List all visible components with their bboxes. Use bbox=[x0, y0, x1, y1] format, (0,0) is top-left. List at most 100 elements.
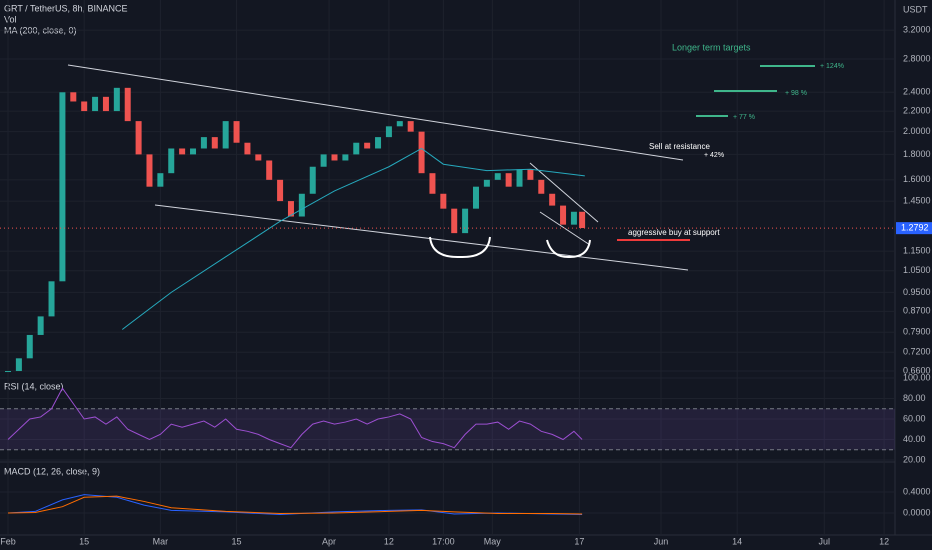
annotation: aggressive buy at support bbox=[628, 228, 720, 237]
x-tick-label: 15 bbox=[232, 536, 242, 546]
y-tick-label: 0.0000 bbox=[903, 507, 931, 517]
candle bbox=[190, 148, 197, 155]
annotation: + 124% bbox=[820, 63, 844, 70]
x-tick-label: 12 bbox=[384, 536, 394, 546]
candle bbox=[579, 211, 586, 229]
resistance-line bbox=[67, 64, 684, 161]
x-tick-label: Mar bbox=[153, 536, 169, 546]
annotation: + 98 % bbox=[785, 90, 807, 97]
candle bbox=[472, 186, 479, 209]
candle bbox=[570, 211, 577, 225]
annotation: + 42% bbox=[704, 152, 724, 159]
candle bbox=[407, 121, 414, 132]
currency: USDT bbox=[903, 4, 928, 14]
candle bbox=[92, 96, 99, 112]
support-line bbox=[154, 204, 689, 271]
candle bbox=[244, 142, 251, 155]
price-scale bbox=[895, 0, 932, 550]
candle bbox=[560, 205, 567, 225]
candle bbox=[211, 137, 218, 149]
drawings bbox=[67, 64, 815, 271]
candle bbox=[48, 281, 55, 317]
indicator-line bbox=[7, 495, 583, 515]
candle bbox=[146, 154, 153, 187]
candle bbox=[527, 169, 534, 180]
candle bbox=[157, 173, 164, 187]
x-tick-label: Apr bbox=[322, 536, 336, 546]
candle bbox=[429, 173, 436, 194]
y-tick-label: 100.00 bbox=[903, 372, 931, 382]
x-tick-label: May bbox=[484, 536, 502, 546]
candle bbox=[320, 154, 327, 167]
y-tick-label: 2.0000 bbox=[903, 126, 931, 136]
y-tick-label: 0.7900 bbox=[903, 327, 931, 337]
candle bbox=[222, 121, 229, 149]
y-tick-label: 2.4000 bbox=[903, 87, 931, 97]
candle bbox=[168, 148, 175, 174]
indicator-line bbox=[7, 494, 583, 516]
candle bbox=[113, 87, 120, 112]
candle bbox=[298, 193, 305, 217]
x-tick-label: Jul bbox=[818, 536, 830, 546]
candle bbox=[309, 166, 316, 194]
x-tick-label: 15 bbox=[79, 536, 89, 546]
x-tick-label: 14 bbox=[732, 536, 742, 546]
y-tick-label: 2.8000 bbox=[903, 53, 931, 63]
candle bbox=[81, 101, 88, 112]
candle bbox=[200, 137, 207, 149]
candle bbox=[102, 96, 109, 112]
candle bbox=[26, 334, 33, 359]
x-tick-label: 17 bbox=[574, 536, 584, 546]
y-tick-label: 60.00 bbox=[903, 413, 926, 423]
ma-line bbox=[121, 147, 585, 330]
bottom-arc bbox=[546, 239, 591, 259]
annotation: Sell at resistance bbox=[649, 142, 710, 151]
candle bbox=[59, 92, 66, 282]
indicator-line bbox=[7, 387, 583, 449]
candle bbox=[483, 179, 490, 187]
y-tick-label: 40.00 bbox=[903, 434, 926, 444]
candle bbox=[135, 121, 142, 155]
indicator-label: Vol bbox=[4, 14, 17, 24]
candle bbox=[4, 371, 11, 373]
candle bbox=[277, 179, 284, 202]
candle bbox=[418, 131, 425, 174]
y-tick-label: 1.4500 bbox=[903, 195, 931, 205]
candle bbox=[396, 121, 403, 127]
last-price-label: 1.2792 bbox=[901, 223, 929, 233]
candle bbox=[179, 148, 186, 155]
bottom-arc bbox=[429, 236, 491, 259]
y-tick-label: 3.2000 bbox=[903, 25, 931, 35]
x-tick-label: Feb bbox=[0, 536, 16, 546]
y-tick-label: 80.00 bbox=[903, 393, 926, 403]
candle bbox=[549, 193, 556, 206]
last-price-box bbox=[896, 222, 932, 235]
y-tick-label: 0.6600 bbox=[903, 365, 931, 375]
y-tick-label: 2.2000 bbox=[903, 105, 931, 115]
y-tick-label: 1.8000 bbox=[903, 149, 931, 159]
candle bbox=[538, 179, 545, 194]
candle bbox=[516, 169, 523, 187]
candle bbox=[451, 208, 458, 234]
wedge-line bbox=[529, 162, 599, 223]
y-tick-label: 1.6000 bbox=[903, 174, 931, 184]
candle bbox=[37, 316, 44, 335]
candle bbox=[375, 137, 382, 149]
candle bbox=[440, 193, 447, 209]
candle bbox=[287, 201, 294, 217]
symbol-title: GRT / TetherUS, 8h, BINANCE bbox=[4, 3, 128, 13]
y-tick-label: 1.1500 bbox=[903, 246, 931, 256]
y-tick-label: 0.8700 bbox=[903, 306, 931, 316]
x-tick-label: 12 bbox=[879, 536, 889, 546]
candle bbox=[266, 160, 273, 180]
rsi-title: RSI (14, close) bbox=[4, 381, 64, 391]
candle bbox=[385, 126, 392, 138]
y-tick-label: 1.0500 bbox=[903, 265, 931, 275]
candle bbox=[70, 92, 77, 102]
candle bbox=[331, 154, 338, 161]
annotation: + 77 % bbox=[733, 114, 755, 121]
candle bbox=[494, 173, 501, 180]
candle bbox=[364, 142, 371, 149]
candle bbox=[342, 154, 349, 161]
